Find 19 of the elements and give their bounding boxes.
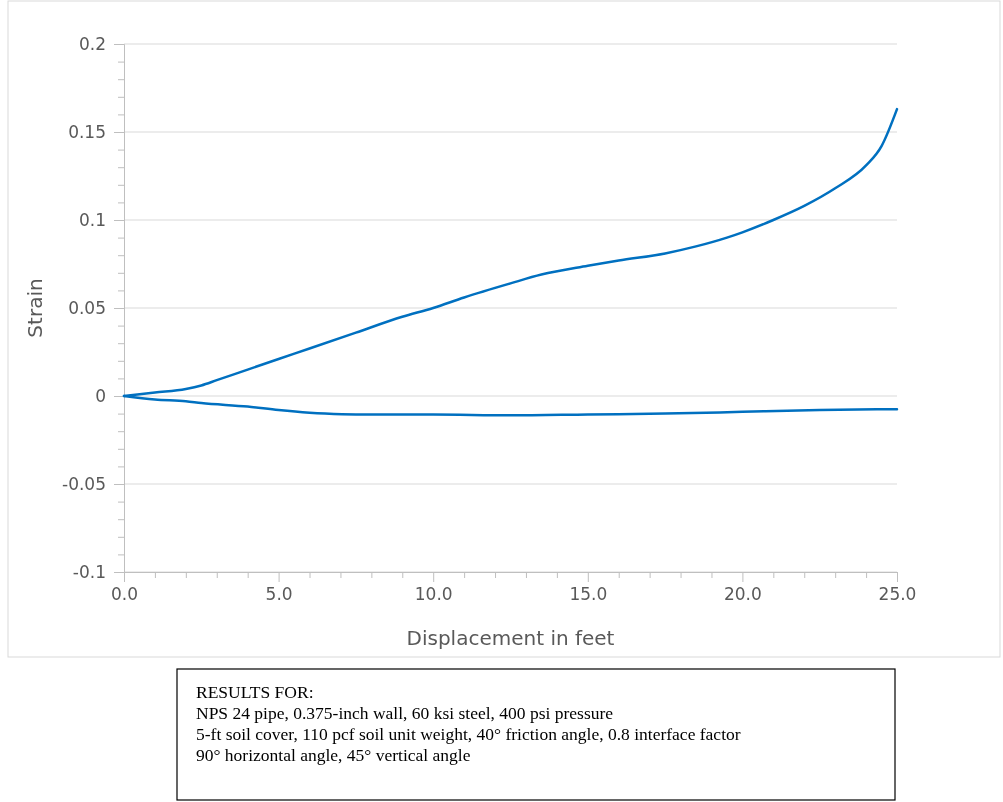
x-tick-label: 10.0 (414, 584, 453, 605)
y-tick-label: 0 (95, 385, 106, 406)
y-tick-label: 0.1 (78, 209, 106, 230)
y-tick-label: 0.15 (68, 121, 106, 142)
x-tick-label: 25.0 (878, 584, 917, 605)
x-tick-label: 5.0 (265, 584, 293, 605)
text: 5-ft soil cover, 110 pcf soil unit weight, 40° friction angle, 0.8 interface factor (196, 724, 741, 744)
y-axis-title: Strain (23, 278, 47, 338)
text: NPS 24 pipe, 0.375-inch wall, 60 ksi steel, 400 psi pressure (196, 703, 614, 723)
x-tick-label: 20.0 (723, 584, 762, 605)
x-tick-label: 0.0 (110, 584, 139, 605)
x-axis-title: Displacement in feet (406, 626, 615, 650)
text: 90° horizontal angle, 45° vertical angle (196, 745, 471, 765)
text: RESULTS FOR: (196, 682, 314, 702)
y-tick-label: 0.05 (68, 297, 106, 318)
y-tick-label: -0.1 (72, 561, 106, 582)
x-tick-label: 15.0 (569, 584, 608, 605)
y-tick-label: 0.2 (78, 33, 106, 54)
y-tick-label: -0.05 (62, 473, 106, 494)
